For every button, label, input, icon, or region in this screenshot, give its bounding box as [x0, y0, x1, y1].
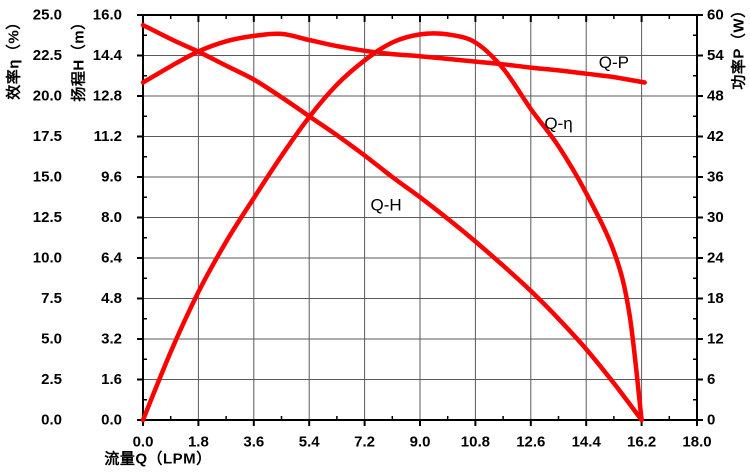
efficiency-tick-label: 25.0 [33, 7, 62, 24]
power-tick-label: 0 [707, 412, 715, 429]
efficiency-tick-label: 0.0 [41, 412, 62, 429]
series-label-q-eta: Q-η [544, 114, 572, 133]
series-curve-q-eta [140, 31, 644, 423]
efficiency-tick-label: 17.5 [33, 128, 62, 145]
series-label-q-p: Q-P [599, 53, 629, 72]
power-tick-label: 48 [707, 88, 724, 105]
efficiency-tick-label: 5.0 [41, 331, 62, 348]
power-tick-label: 54 [707, 47, 724, 64]
series-label-q-h: Q-H [371, 195, 402, 214]
x-tick-label: 3.6 [243, 434, 264, 451]
x-axis-title: 流量Q（LPM） [104, 450, 212, 468]
x-tick-label: 16.2 [627, 434, 656, 451]
head-tick-label: 9.6 [101, 169, 122, 186]
power-tick-label: 24 [707, 250, 724, 267]
x-tick-label: 5.4 [299, 434, 321, 451]
head-tick-label: 6.4 [101, 250, 123, 267]
head-tick-label: 3.2 [101, 331, 122, 348]
power-tick-label: 12 [707, 331, 724, 348]
y-axis-title-efficiency: 效率η（%） [5, 14, 23, 100]
efficiency-tick-label: 10.0 [33, 250, 62, 267]
x-tick-label: 9.0 [410, 434, 431, 451]
power-tick-label: 30 [707, 209, 724, 226]
efficiency-tick-label: 20.0 [33, 88, 62, 105]
series-curve-q-p [140, 31, 647, 85]
x-tick-label: 12.6 [516, 434, 545, 451]
head-tick-label: 11.2 [94, 128, 122, 145]
head-tick-label: 0.0 [101, 412, 122, 429]
x-tick-label: 14.4 [572, 434, 602, 451]
efficiency-tick-label: 22.5 [33, 47, 62, 64]
head-tick-label: 12.8 [93, 88, 122, 105]
efficiency-tick-label: 7.5 [41, 290, 62, 307]
head-tick-label: 4.8 [101, 290, 122, 307]
head-tick-label: 16.0 [93, 7, 122, 24]
x-tick-label: 10.8 [461, 434, 490, 451]
x-tick-label: 7.2 [354, 434, 375, 451]
x-tick-label: 18.0 [682, 434, 711, 451]
x-tick-label: 1.8 [188, 434, 209, 451]
power-tick-label: 42 [707, 128, 724, 145]
series-curve-q-h [140, 22, 644, 423]
efficiency-tick-label: 12.5 [33, 209, 62, 226]
power-tick-label: 60 [707, 7, 724, 24]
y-axis-title-head: 扬程H（m） [70, 14, 88, 102]
x-tick-label: 0.0 [133, 434, 154, 451]
power-tick-label: 18 [707, 290, 724, 307]
head-tick-label: 8.0 [101, 209, 122, 226]
efficiency-tick-label: 2.5 [41, 371, 62, 388]
y-axis-title-power: 功率P（W） [730, 2, 748, 90]
power-tick-label: 36 [707, 169, 724, 186]
power-tick-label: 6 [707, 371, 715, 388]
efficiency-tick-label: 15.0 [33, 169, 62, 186]
head-tick-label: 14.4 [93, 47, 123, 64]
head-tick-label: 1.6 [101, 371, 122, 388]
